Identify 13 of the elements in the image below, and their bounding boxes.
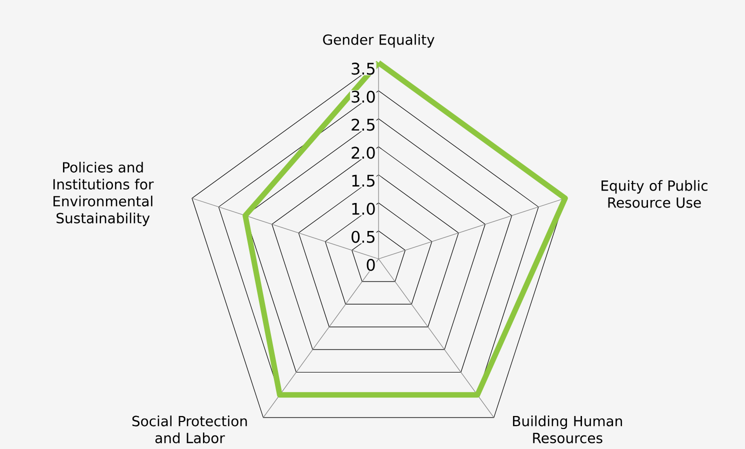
y-tick-label: 0 bbox=[366, 258, 375, 271]
y-tick-label: 1.0 bbox=[352, 202, 375, 215]
spoke-label: Policies and Institutions for Environmental Sustainability bbox=[53, 162, 154, 226]
y-tick-label: 0.5 bbox=[352, 230, 374, 243]
y-tick-label: 2.0 bbox=[352, 146, 375, 159]
spoke-label: Gender Equality bbox=[323, 34, 434, 48]
y-tick-label: 1.5 bbox=[352, 174, 374, 187]
spoke-label: Building Human Resources bbox=[513, 416, 622, 444]
y-tick-label: 3.0 bbox=[352, 90, 375, 103]
y-tick-label: 2.5 bbox=[352, 118, 374, 131]
spoke-label: Equity of Public Resource Use bbox=[602, 180, 708, 208]
spoke-label: Social Protection and Labor bbox=[132, 416, 247, 444]
y-tick-label: 3.5 bbox=[352, 62, 374, 75]
